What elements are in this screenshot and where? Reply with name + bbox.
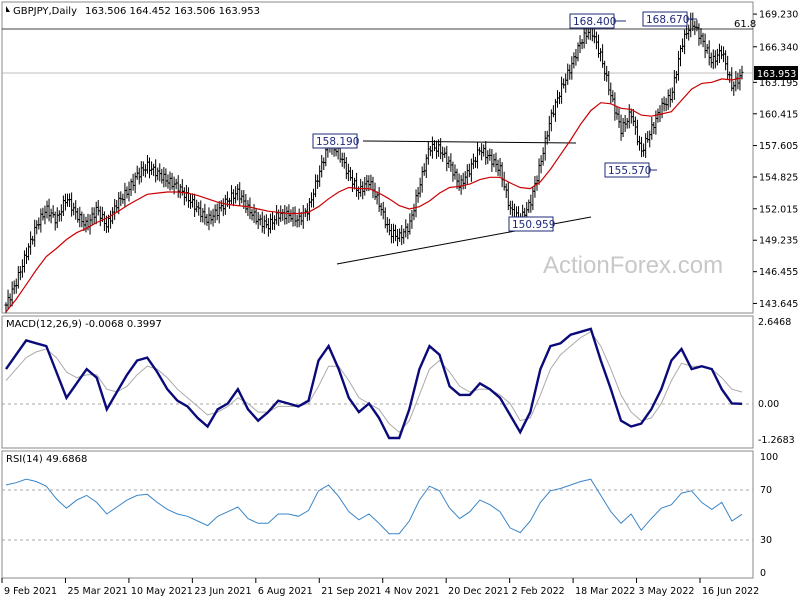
rsi-tick-70: 70 [760,485,772,496]
price-tick-label: 169.230 [759,10,798,21]
price-tick-label: 152.015 [759,204,798,215]
price-panel-frame [1,1,754,314]
date-tick-label: 25 Mar 2021 [67,586,127,597]
macd-tick-zero: 0.00 [758,399,779,410]
fib-label: 61.8 [734,19,756,30]
date-tick-label: 6 Aug 2021 [258,586,313,597]
triangle-upper-line [362,140,577,144]
price-tick-label: 160.415 [759,109,798,120]
label-158-190: 158.190 [312,133,359,149]
date-tick-label: 2 Feb 2022 [512,586,565,597]
rsi-line [5,478,743,535]
date-tick-label: 16 Jun 2022 [702,586,759,597]
date-tick-label: 20 Dec 2021 [448,586,509,597]
date-tick-label: 18 Mar 2022 [575,586,635,597]
date-tick-label: 9 Feb 2021 [4,586,57,597]
price-tick-label: 143.645 [759,299,798,310]
macd-tick-bottom: -1.2683 [758,435,795,446]
rsi-title: RSI(14) 49.6868 [6,454,87,465]
date-tick-label: 21 Sep 2021 [321,586,381,597]
svg-text:158.190: 158.190 [316,136,359,148]
date-tick-label: 4 Nov 2021 [385,586,440,597]
chart-header: GBPJPY,Daily 163.506 164.452 163.506 163… [6,6,260,17]
price-bars-group [4,12,744,313]
svg-text:163.953: 163.953 [757,69,796,80]
label-168-400: 168.400 [569,13,616,29]
date-axis: 9 Feb 2021 25 Mar 2021 10 May 2021 23 Jun 2… [1,578,759,597]
macd-signal-line [5,331,743,433]
price-axis: 143.645 146.455 149.235 152.015 154.825 157.6… [753,10,798,310]
price-tick-label: 157.605 [759,141,798,152]
rsi-panel-frame [1,450,754,579]
svg-text:168.670: 168.670 [646,14,689,26]
svg-text:168.400: 168.400 [573,16,616,28]
svg-text:155.570: 155.570 [608,165,651,177]
macd-title: MACD(12,26,9) -0.0068 0.3997 [6,319,162,330]
rsi-axis: 100 70 30 0 [760,452,778,579]
date-tick-label: 3 May 2022 [639,586,695,597]
price-tick-label: 154.825 [759,173,798,184]
label-150-959: 150.959 [508,216,555,232]
moving-average-line [5,77,743,313]
macd-panel-frame [1,315,754,449]
price-tick-label: 163.195 [759,78,798,89]
svg-text:150.959: 150.959 [512,219,555,231]
symbol-label: GBPJPY,Daily [13,6,77,17]
price-tick-label: 149.235 [759,236,798,247]
macd-tick-top: 2.6468 [758,317,791,328]
watermark-text: ActionForex.com [543,252,723,279]
date-tick-label: 23 Jun 2021 [194,586,251,597]
collapse-triangle-icon [6,6,10,12]
ohlc-values: 163.506 164.452 163.506 163.953 [85,6,260,17]
rsi-tick-0: 0 [760,568,766,579]
rsi-tick-30: 30 [760,535,772,546]
price-tick-label: 166.340 [759,42,798,53]
macd-axis: 2.6468 0.00 -1.2683 [758,317,795,446]
label-168-670: 168.670 [642,11,689,27]
macd-main-line [5,327,743,440]
last-price-tag: 163.953 [754,66,798,80]
date-tick-label: 10 May 2021 [131,586,193,597]
label-155-570: 155.570 [604,162,651,178]
rsi-tick-100: 100 [760,452,778,463]
price-tick-label: 146.455 [759,267,798,278]
